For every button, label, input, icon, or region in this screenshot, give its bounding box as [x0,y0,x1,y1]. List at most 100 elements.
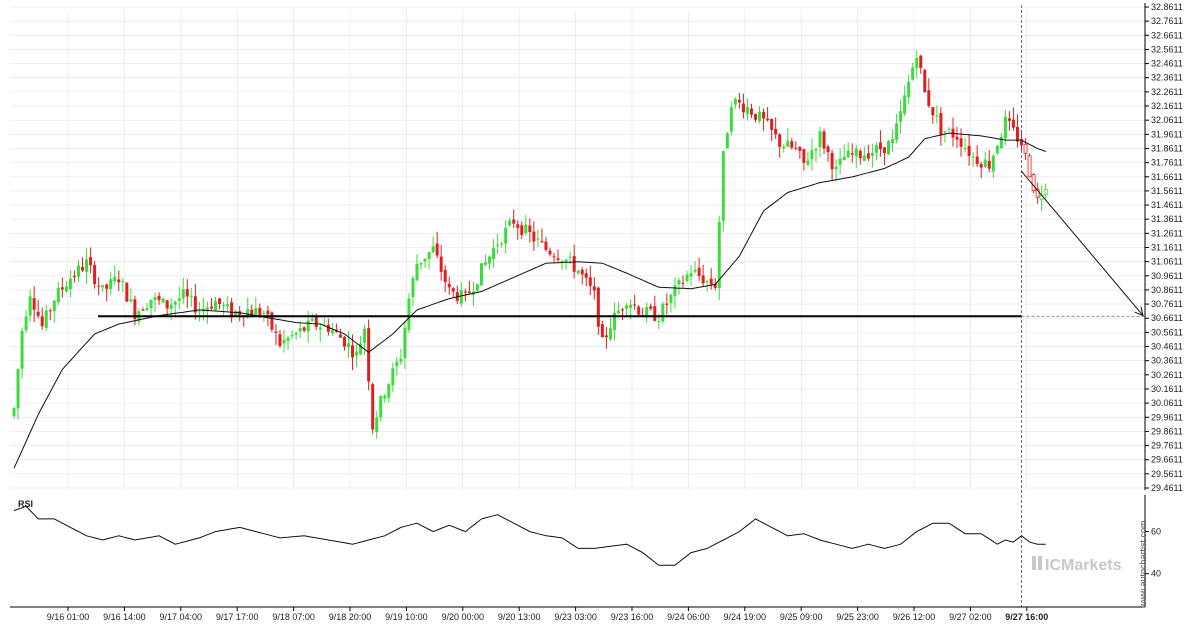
candle-body [758,111,762,122]
candle-body [810,150,814,160]
y-tick-label: 30.9611 [1151,271,1183,281]
x-tick-label: 9/17 04:00 [160,612,203,622]
candle-body [774,128,778,135]
x-tick-label: 9/20 00:00 [442,612,485,622]
candle-body [838,158,842,165]
candle-body [536,238,540,240]
candle-body [1011,119,1015,128]
x-tick-label: 9/18 20:00 [329,612,372,622]
candle-body [802,149,806,163]
y-tick-label: 31.6611 [1151,172,1183,182]
candle-body [338,334,342,338]
candle-body [294,333,298,335]
candle-body [351,345,355,358]
x-tick-label: 9/24 06:00 [667,612,710,622]
candle-body [488,256,492,264]
y-tick-label: 32.0611 [1151,115,1183,125]
candle-body [665,303,669,305]
candle-body [915,57,919,68]
x-tick-label: 9/24 19:00 [724,612,767,622]
candle-body [814,149,818,151]
y-tick-label: 31.0611 [1151,257,1183,267]
candle-body [967,145,971,157]
y-tick-label: 32.7611 [1151,16,1183,26]
candle-body [907,81,911,98]
candle-body [866,153,870,159]
candle-body [157,295,161,301]
candle-body [846,150,850,158]
candle-body [822,131,826,149]
x-tick-label: 9/25 09:00 [780,612,823,622]
candle-body [391,368,395,386]
y-tick-label: 31.7611 [1151,158,1183,168]
candle-body [520,225,524,235]
candle-body [1003,116,1007,139]
x-tick-label: 9/26 12:00 [893,612,936,622]
candle-body [625,305,629,309]
candle-body [794,147,798,149]
candle-body [479,263,483,286]
candle-body [254,308,258,317]
moving-average-line [13,132,1046,469]
y-tick-label: 30.3611 [1151,356,1183,366]
brand-logo-mark [1038,556,1042,570]
projection-line [1021,170,1144,316]
y-tick-label: 29.8611 [1151,426,1183,436]
candle-body [423,258,427,262]
candle-body [604,335,608,338]
candle-body [234,311,238,316]
candle-body [222,304,226,306]
candle-body [548,250,552,255]
candle-body [56,287,60,303]
candle-body [568,256,572,258]
candle-body [173,301,177,305]
candle-body [145,307,149,311]
candle-body [862,155,866,161]
candle-body [431,246,435,253]
candle-body [484,262,488,265]
candle-body [387,384,391,398]
candle-body [584,273,588,278]
candle-body [278,334,282,346]
candle-body [971,156,975,158]
x-tick-label: 9/23 03:00 [554,612,597,622]
x-tick-label: 9/27 02:00 [949,612,992,622]
candle-body [947,128,951,130]
candle-body [28,296,32,316]
candle-body [1023,143,1028,154]
candle-body [592,286,596,291]
brand-logo-text: ICMarkets [1045,557,1122,574]
candle-body [1015,126,1019,142]
candle-body [68,278,72,290]
candle-body [617,310,620,313]
candle-body [32,298,36,310]
candle-body [766,118,770,121]
candle-body [411,278,415,298]
candle-body [705,281,709,283]
candle-body [681,282,685,284]
candle-body [891,139,895,143]
candle-body [931,107,935,116]
candle-body [733,98,737,105]
candle-body [153,296,157,301]
candle-body [629,304,633,308]
candle-body [999,136,1003,149]
candle-body [790,141,794,148]
candle-body [697,267,701,276]
candle-body [818,131,822,147]
candle-body [576,270,580,274]
y-tick-label: 29.4611 [1151,483,1183,493]
y-tick-label: 30.2611 [1151,370,1183,380]
candle-body [375,417,379,433]
candle-body [330,330,334,334]
candle-body [770,119,774,130]
candle-body [919,55,923,68]
rsi-line [13,505,1046,566]
candle-body [830,152,834,170]
candle-body [657,321,661,323]
candle-body [89,257,93,266]
candle-body [270,312,274,330]
candle-body [685,274,689,282]
candle-body [870,152,874,156]
candle-body [250,309,254,315]
